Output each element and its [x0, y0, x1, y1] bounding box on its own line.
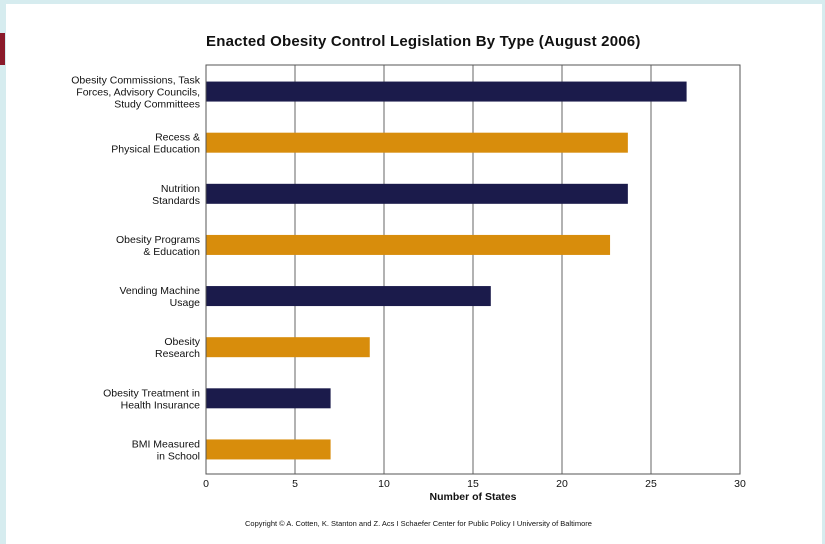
category-label: Usage: [170, 297, 201, 309]
plot-frame: [205, 64, 741, 475]
bars: [206, 81, 687, 460]
x-tick-label: 0: [203, 478, 209, 490]
slide-accent-mark: [0, 33, 5, 65]
x-tick-label: 10: [378, 478, 390, 490]
bar: [206, 132, 628, 153]
category-label: Health Insurance: [121, 399, 201, 411]
category-label: Obesity Treatment in: [103, 387, 200, 399]
bar: [206, 286, 491, 307]
category-label: Obesity Commissions, Task: [71, 75, 201, 87]
category-label: Forces, Advisory Councils,: [76, 87, 200, 99]
copyright-notice: Copyright © A. Cotten, K. Stanton and Z.…: [245, 519, 592, 528]
category-label: Nutrition: [161, 183, 200, 195]
bar: [206, 388, 331, 409]
category-label: BMI Measured: [132, 438, 200, 450]
category-label: Obesity Programs: [116, 234, 200, 246]
category-label: Physical Education: [111, 144, 200, 156]
bar: [206, 439, 331, 460]
bar: [206, 234, 611, 255]
top-border: [0, 0, 825, 4]
category-label: Study Committees: [114, 99, 200, 111]
x-tick-label: 30: [734, 478, 746, 490]
x-tick-label: 5: [292, 478, 298, 490]
category-label: Standards: [152, 195, 200, 207]
x-tick-labels: 0 5 10 15 20 25 30: [203, 478, 746, 490]
x-tick-label: 25: [645, 478, 657, 490]
x-tick-label: 20: [556, 478, 568, 490]
bar: [206, 81, 687, 102]
category-label: Research: [155, 348, 200, 360]
left-border: [0, 0, 6, 544]
category-label: Vending Machine: [119, 285, 200, 297]
chart-title: Enacted Obesity Control Legislation By T…: [206, 33, 641, 50]
category-label: in School: [157, 450, 200, 462]
x-axis-label: Number of States: [430, 491, 517, 503]
category-label: Obesity: [164, 336, 200, 348]
category-label: & Education: [143, 246, 200, 258]
right-border: [822, 0, 825, 544]
x-tick-label: 15: [467, 478, 479, 490]
bar: [206, 337, 370, 358]
bar: [206, 183, 628, 204]
gridlines: [205, 65, 741, 474]
category-label: Recess &: [155, 132, 200, 144]
